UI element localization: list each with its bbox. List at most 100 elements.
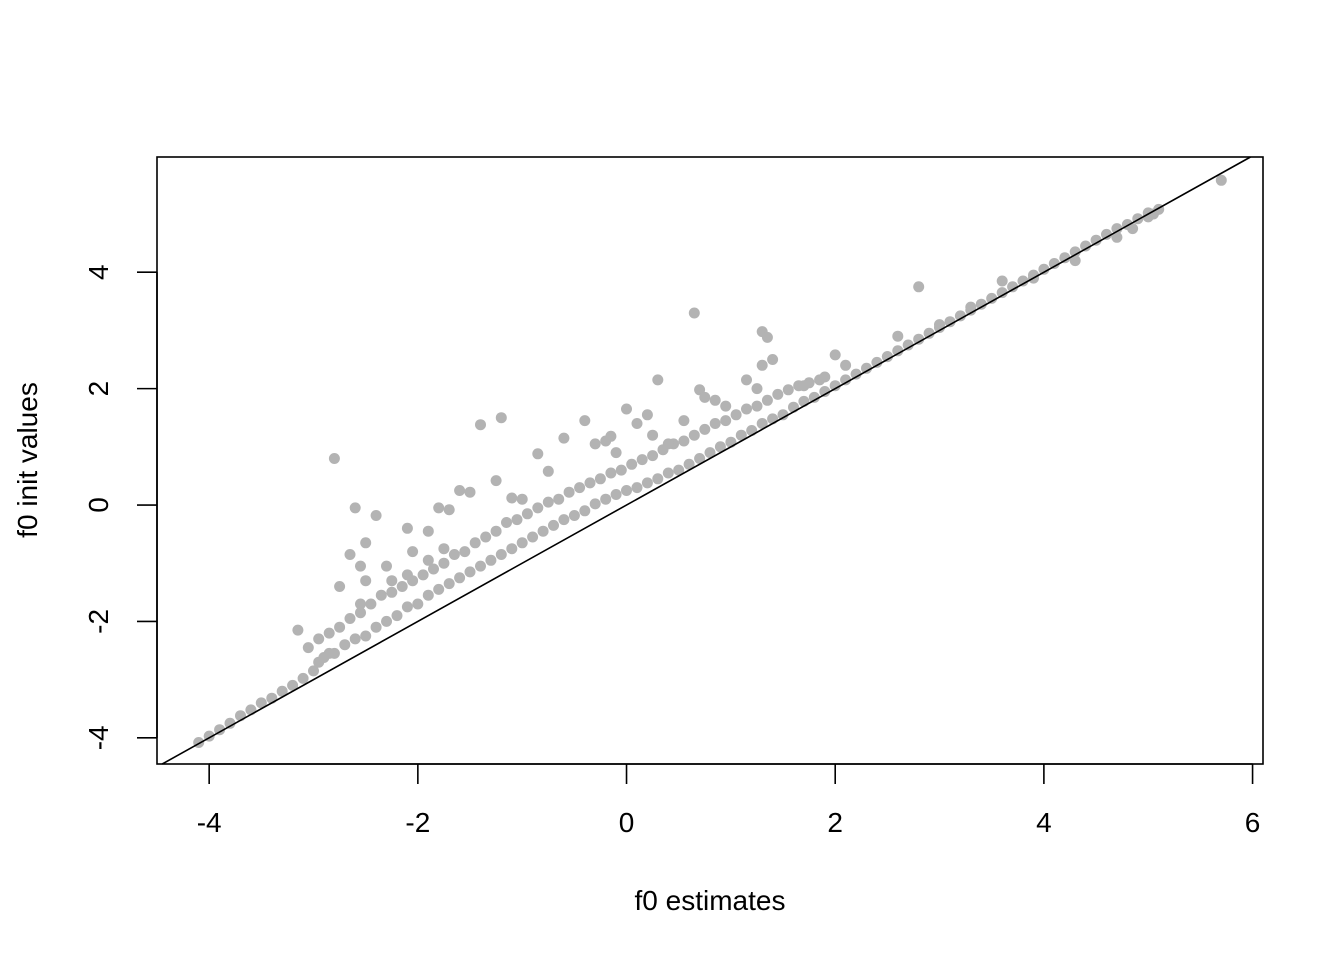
data-point xyxy=(829,349,841,361)
data-point xyxy=(328,453,340,464)
data-point xyxy=(349,633,361,645)
data-point xyxy=(641,409,653,421)
data-point xyxy=(840,359,852,371)
data-point xyxy=(610,447,622,459)
data-point xyxy=(334,621,346,633)
data-point xyxy=(349,502,361,514)
data-point xyxy=(344,613,356,624)
data-point xyxy=(913,333,925,345)
data-point xyxy=(1069,255,1081,267)
data-point xyxy=(641,477,653,489)
data-point xyxy=(631,482,643,494)
data-point xyxy=(756,359,768,371)
data-point xyxy=(688,307,700,319)
data-point xyxy=(819,386,831,397)
data-point xyxy=(621,403,632,415)
data-point xyxy=(934,319,945,331)
data-point xyxy=(516,493,528,505)
data-point xyxy=(1127,223,1139,235)
data-point xyxy=(422,589,434,601)
points-layer xyxy=(193,174,1227,748)
x-tick-label: 6 xyxy=(1245,807,1261,838)
y-tick-label: 4 xyxy=(83,264,114,280)
data-point xyxy=(615,464,627,476)
data-point xyxy=(777,409,789,421)
data-point xyxy=(553,493,565,505)
data-point xyxy=(892,330,904,342)
data-point xyxy=(501,517,512,528)
data-point xyxy=(386,586,398,598)
data-point xyxy=(631,418,643,429)
data-point xyxy=(355,607,366,619)
data-point xyxy=(647,450,659,462)
x-tick-label: 4 xyxy=(1036,807,1052,838)
data-point xyxy=(396,581,408,592)
data-point xyxy=(881,351,893,363)
data-point xyxy=(944,316,956,328)
data-point xyxy=(579,415,591,427)
data-point xyxy=(621,485,632,496)
data-point xyxy=(428,563,439,575)
data-point xyxy=(673,464,685,476)
data-point xyxy=(386,575,398,587)
data-point xyxy=(355,598,366,610)
data-point xyxy=(1069,246,1081,258)
y-tick-label: -2 xyxy=(83,609,114,634)
data-point xyxy=(735,429,747,441)
data-point xyxy=(276,685,288,697)
data-point xyxy=(600,493,612,505)
data-point xyxy=(704,447,716,459)
data-point xyxy=(542,465,554,477)
data-point xyxy=(433,502,445,514)
data-point xyxy=(433,583,445,595)
data-point xyxy=(699,391,711,403)
data-point xyxy=(511,514,523,526)
data-point xyxy=(443,578,455,590)
data-point xyxy=(297,672,309,684)
data-point xyxy=(532,448,544,460)
data-point xyxy=(767,354,779,365)
data-point xyxy=(975,298,987,310)
data-point xyxy=(344,549,356,560)
data-point xyxy=(323,627,335,639)
data-point xyxy=(741,403,752,415)
y-tick-label: 2 xyxy=(83,381,114,397)
identity-reference-line xyxy=(161,156,1251,765)
data-point xyxy=(1111,231,1123,243)
data-point xyxy=(214,724,226,736)
y-axis-title: f0 init values xyxy=(12,382,43,538)
data-point xyxy=(892,345,904,357)
data-point xyxy=(255,697,267,709)
data-point xyxy=(694,453,706,464)
data-point xyxy=(381,615,392,627)
data-point xyxy=(1111,223,1123,235)
data-point xyxy=(313,633,325,645)
data-point xyxy=(391,610,403,622)
y-axis: -4 -2 0 2 4 xyxy=(83,264,158,750)
data-point xyxy=(401,601,413,613)
data-point xyxy=(647,429,659,441)
data-point xyxy=(741,374,752,386)
data-point xyxy=(469,537,481,549)
data-point xyxy=(558,514,570,526)
data-point xyxy=(610,489,622,500)
x-tick-label: -4 xyxy=(197,807,222,838)
data-point xyxy=(292,624,304,636)
data-point xyxy=(678,415,690,427)
data-point xyxy=(605,430,617,442)
data-point xyxy=(662,438,674,450)
data-point xyxy=(360,630,372,642)
y-tick-label: 0 xyxy=(83,497,114,513)
data-point xyxy=(1059,252,1071,264)
data-point xyxy=(438,557,450,569)
data-point xyxy=(965,301,977,313)
data-point xyxy=(861,362,872,374)
data-point xyxy=(532,502,544,514)
data-point xyxy=(986,292,998,304)
data-point xyxy=(521,508,533,520)
x-tick-label: -2 xyxy=(405,807,430,838)
data-point xyxy=(308,665,319,677)
data-point xyxy=(365,598,377,610)
data-point xyxy=(490,525,502,537)
data-point xyxy=(360,537,372,549)
